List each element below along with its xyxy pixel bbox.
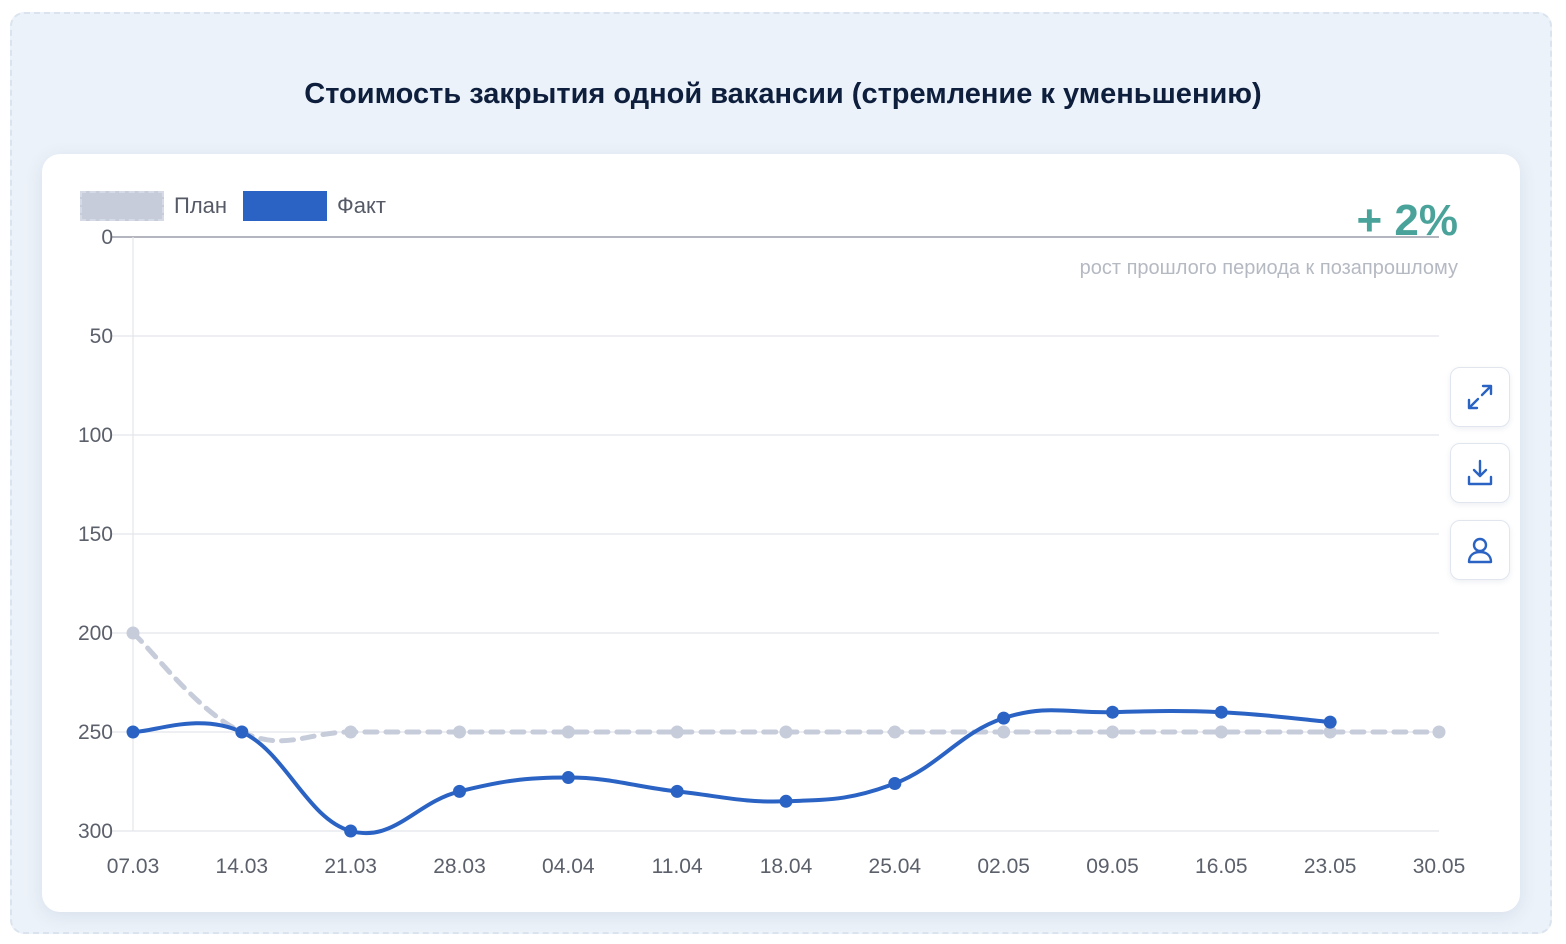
legend-label-plan: План	[174, 193, 228, 218]
data-point-fact[interactable]	[1323, 715, 1337, 729]
y-axis-ticks: 0 50 100 150 200 250 300	[78, 226, 113, 843]
data-point-fact[interactable]	[997, 711, 1011, 725]
data-point-fact[interactable]	[1214, 705, 1228, 719]
legend-label-fact: Факт	[337, 193, 386, 218]
legend-item-plan[interactable]: План	[80, 191, 227, 221]
data-point-fact[interactable]	[779, 794, 793, 808]
y-tick-label: 150	[78, 523, 113, 546]
legend-item-fact[interactable]: Факт	[243, 191, 386, 221]
y-tick-label: 250	[78, 721, 113, 744]
x-tick-label: 16.05	[1195, 855, 1248, 878]
data-point-fact[interactable]	[1106, 705, 1119, 719]
chart-title: Стоимость закрытия одной вакансии (стрем…	[304, 78, 1262, 110]
grid-lines	[112, 236, 1439, 832]
x-tick-label: 14.03	[216, 855, 269, 878]
x-tick-label: 18.04	[760, 855, 813, 878]
user-button[interactable]	[1450, 520, 1510, 580]
y-tick-label: 300	[78, 820, 113, 843]
x-tick-label: 23.05	[1304, 855, 1357, 878]
data-point-fact[interactable]	[235, 725, 249, 739]
data-point-plan[interactable]	[779, 725, 793, 739]
x-tick-label: 11.04	[652, 855, 703, 878]
data-point-plan[interactable]	[1323, 725, 1337, 739]
x-tick-label: 25.04	[869, 855, 922, 878]
series-line-plan	[130, 630, 1442, 744]
x-tick-label: 30.05	[1413, 855, 1466, 878]
growth-caption: рост прошлого периода к позапрошлому	[1079, 257, 1458, 279]
data-point-fact[interactable]	[670, 784, 684, 798]
x-tick-label: 04.04	[542, 855, 595, 878]
x-tick-label: 21.03	[324, 855, 377, 878]
x-tick-label: 28.03	[433, 855, 486, 878]
series-points	[126, 626, 1446, 838]
y-tick-label: 200	[78, 622, 113, 645]
data-point-fact[interactable]	[888, 776, 902, 790]
data-point-plan[interactable]	[670, 725, 684, 739]
y-tick-label: 0	[101, 226, 113, 249]
y-tick-label: 100	[78, 424, 113, 447]
x-axis-ticks: 07.03 14.03 21.03 28.03 04.04 11.04 18.04 25.04…	[107, 855, 1466, 878]
data-point-plan[interactable]	[1214, 725, 1228, 739]
data-point-plan[interactable]	[1106, 725, 1119, 739]
download-icon	[1467, 459, 1493, 486]
x-tick-label: 02.05	[977, 855, 1030, 878]
y-tick-label: 50	[90, 325, 113, 348]
legend-swatch-fact	[243, 191, 328, 221]
data-point-plan[interactable]	[453, 725, 466, 739]
data-point-fact[interactable]	[561, 771, 575, 785]
data-point-fact[interactable]	[126, 725, 140, 739]
data-point-plan[interactable]	[561, 725, 575, 739]
expand-icon	[1467, 384, 1493, 410]
download-button[interactable]	[1450, 443, 1510, 503]
data-point-plan[interactable]	[126, 626, 140, 640]
data-point-plan[interactable]	[888, 725, 902, 739]
series-line-fact	[131, 708, 1333, 835]
expand-button[interactable]	[1450, 367, 1510, 427]
legend-swatch-plan	[80, 191, 164, 221]
data-point-plan[interactable]	[997, 725, 1011, 739]
x-tick-label: 07.03	[107, 855, 160, 878]
x-tick-label: 09.05	[1086, 855, 1139, 878]
data-point-plan[interactable]	[1432, 725, 1446, 739]
user-icon	[1467, 537, 1493, 564]
legend: План Факт	[80, 190, 402, 222]
data-point-fact[interactable]	[344, 824, 358, 838]
data-point-plan[interactable]	[344, 725, 358, 739]
data-point-fact[interactable]	[453, 784, 466, 798]
chart-card	[42, 154, 1520, 912]
